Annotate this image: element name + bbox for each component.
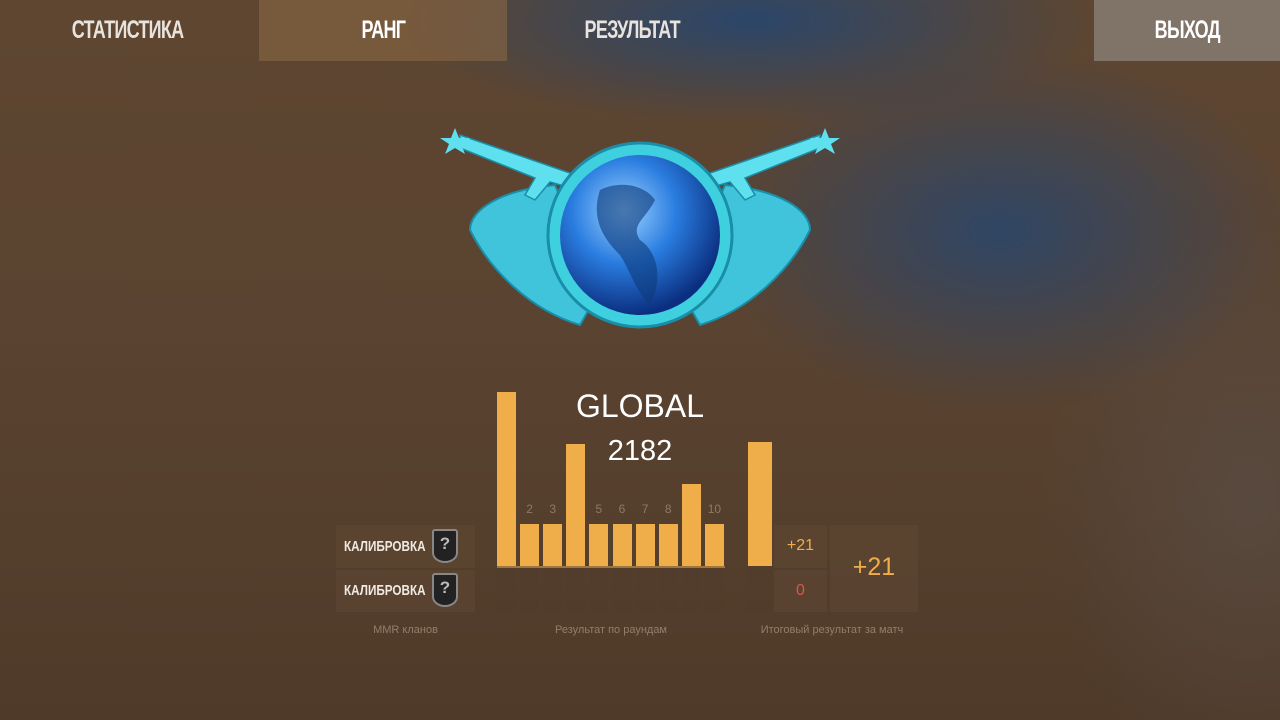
match-caption: Итоговый результат за матч (760, 624, 904, 636)
round-bar (681, 484, 701, 566)
match-bottom-value: 0 (796, 582, 805, 599)
rank-value: 2182 (607, 435, 673, 467)
round-label: 2 (526, 502, 533, 516)
tab-label: РЕЗУЛЬТАТ (584, 16, 680, 44)
round-label: 8 (664, 502, 672, 516)
tab-rank[interactable]: РАНГ (259, 0, 507, 61)
round-label: 7 (641, 502, 649, 516)
round-slot (543, 568, 563, 612)
match-result-bar (748, 442, 772, 566)
clan-mmr-caption: MMR кланов (373, 624, 438, 636)
round-slot (635, 568, 655, 612)
round-label: 10 (707, 502, 722, 516)
match-total-value: +21 (852, 553, 896, 581)
round-bar (589, 524, 609, 566)
unknown-rank-badge-icon: ? (432, 529, 458, 563)
round-slot (497, 568, 516, 612)
exit-button[interactable]: ВЫХОД (1094, 0, 1280, 61)
round-slot (658, 568, 678, 612)
round-bar (704, 524, 724, 566)
tab-result[interactable]: РЕЗУЛЬТАТ (507, 0, 757, 61)
round-bar (520, 524, 540, 566)
rifles-icon (459, 133, 821, 201)
match-slot (746, 568, 772, 612)
tab-statistics[interactable]: СТАТИСТИКА (0, 0, 255, 61)
round-bar (543, 524, 563, 566)
round-label: 3 (549, 502, 557, 516)
round-slot (520, 568, 540, 612)
rank-name: GLOBAL (575, 388, 705, 424)
round-bar (612, 524, 632, 566)
round-label: 6 (618, 502, 626, 516)
round-slot (681, 568, 701, 612)
match-top-panel (774, 525, 827, 568)
match-total-panel (830, 525, 918, 612)
rank-emblem (440, 128, 840, 329)
round-bar (497, 392, 516, 566)
round-bar (658, 524, 678, 566)
unknown-rank-badge-icon: ? (432, 573, 458, 607)
round-slot (704, 568, 724, 612)
rounds-baseline (497, 566, 725, 568)
rounds-caption: Результат по раундам (555, 624, 667, 636)
match-top-value: +21 (786, 537, 815, 554)
round-slot (566, 568, 586, 612)
calibration-label: КАЛИБРОВКА (344, 538, 426, 555)
round-label: 5 (595, 502, 603, 516)
exit-label: ВЫХОД (1154, 16, 1220, 44)
round-bar (566, 444, 586, 566)
star-icon (440, 128, 840, 154)
calibration-label: КАЛИБРОВКА (344, 582, 426, 599)
tab-label: РАНГ (361, 16, 405, 44)
round-bar (635, 524, 655, 566)
match-bottom-panel (774, 570, 827, 612)
round-slot (612, 568, 632, 612)
tab-label: СТАТИСТИКА (71, 16, 184, 44)
round-slot (589, 568, 609, 612)
